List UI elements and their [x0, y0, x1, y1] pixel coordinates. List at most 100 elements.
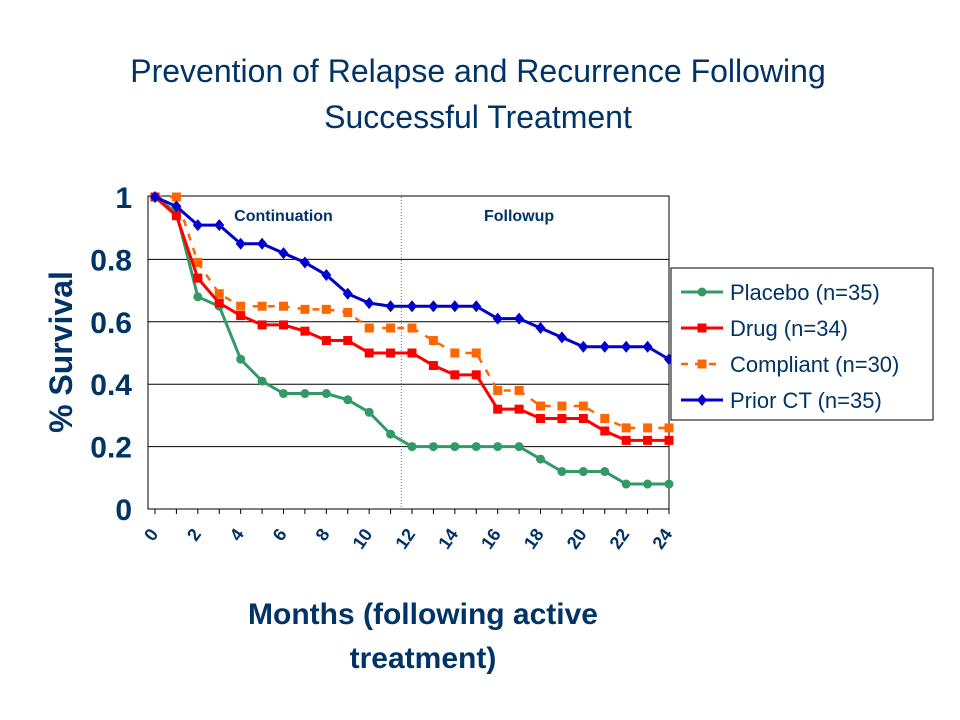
data-point — [449, 300, 460, 313]
x-tick-label: 8 — [311, 525, 333, 545]
x-tick-label: 14 — [434, 525, 462, 553]
data-point — [235, 237, 246, 250]
x-tick-label: 18 — [520, 525, 548, 553]
data-point — [321, 389, 331, 399]
data-point — [536, 414, 545, 424]
data-point — [171, 200, 182, 213]
data-point — [364, 407, 374, 417]
legend-label: Placebo (n=35) — [730, 280, 880, 305]
data-point — [300, 326, 310, 336]
series-2 — [150, 192, 674, 433]
x-tick-label: 12 — [391, 525, 419, 553]
data-point — [697, 394, 707, 406]
series-3 — [150, 191, 674, 366]
data-point — [599, 340, 610, 353]
legend-label: Prior CT (n=35) — [730, 388, 882, 413]
data-point — [697, 287, 707, 297]
legend-label: Compliant (n=30) — [730, 352, 899, 377]
data-point — [171, 211, 181, 221]
data-point — [236, 354, 246, 364]
y-tick-label: 0 — [115, 494, 132, 527]
data-point — [279, 389, 288, 399]
x-axis-title-line1: Months (following active — [248, 598, 598, 631]
data-point — [193, 292, 203, 302]
data-point — [450, 348, 460, 358]
data-point — [697, 323, 707, 333]
data-point — [278, 247, 289, 260]
data-point — [193, 258, 203, 268]
data-point — [514, 312, 525, 325]
x-tick-labels: 0 2 4 6 8 10 12 14 16 18 20 22 24 — [140, 509, 676, 553]
data-point — [343, 307, 353, 317]
data-point — [364, 323, 374, 333]
data-point — [514, 404, 524, 414]
data-point — [600, 467, 610, 477]
data-point — [171, 192, 181, 202]
data-point — [407, 300, 417, 313]
data-point — [578, 401, 588, 411]
data-point — [257, 376, 267, 386]
y-tick-label: 0.2 — [90, 432, 132, 465]
data-point — [321, 269, 332, 281]
legend-label: Drug (n=34) — [730, 316, 848, 341]
data-point — [664, 435, 674, 445]
data-point — [514, 385, 524, 395]
data-point — [428, 300, 439, 313]
y-tick-label: 0.6 — [90, 307, 132, 340]
data-point — [621, 435, 631, 445]
phase-label-continuation: Continuation — [234, 208, 333, 225]
data-point — [471, 300, 482, 313]
data-point — [514, 442, 524, 452]
data-point — [386, 348, 396, 358]
y-tick-label: 0.8 — [90, 244, 132, 277]
data-point — [300, 389, 310, 399]
data-point — [557, 467, 567, 477]
data-point — [664, 479, 674, 489]
data-point — [643, 435, 653, 445]
data-point — [471, 442, 481, 452]
data-point — [214, 289, 224, 299]
chart-title-line2: Successful Treatment — [324, 99, 632, 135]
data-point — [236, 311, 246, 321]
x-tick-label: 24 — [648, 525, 676, 553]
data-point — [493, 442, 503, 452]
phase-label-followup: Followup — [484, 208, 554, 225]
data-point — [557, 414, 567, 424]
data-point — [386, 323, 396, 333]
x-axis-title-line2: treatment) — [350, 642, 497, 675]
data-point — [407, 348, 417, 358]
x-tick-label: 16 — [477, 525, 505, 553]
data-point — [557, 401, 567, 411]
data-point — [697, 359, 707, 369]
chart-title-line1: Prevention of Relapse and Recurrence Fol… — [130, 53, 826, 89]
data-point — [450, 442, 460, 452]
x-tick-label: 6 — [269, 525, 291, 545]
data-point — [643, 423, 653, 433]
data-point — [643, 479, 653, 489]
data-point — [214, 219, 225, 232]
data-point — [193, 273, 203, 283]
data-point — [257, 301, 267, 311]
y-tick-label: 0.4 — [90, 369, 132, 402]
data-point — [364, 297, 375, 310]
legend: Placebo (n=35) Drug (n=34) Compliant (n=30… — [670, 267, 934, 421]
data-point — [428, 360, 438, 370]
data-point — [536, 401, 545, 411]
data-point — [578, 467, 588, 477]
data-point — [364, 348, 374, 358]
series-layer — [150, 191, 674, 489]
y-tick-label: 1 — [115, 182, 132, 215]
data-point — [600, 414, 610, 424]
data-point — [471, 370, 481, 380]
data-point — [279, 301, 288, 311]
data-point — [621, 340, 632, 353]
y-axis-title: % Survival — [43, 271, 79, 433]
data-point — [493, 385, 503, 395]
data-point — [150, 191, 160, 203]
x-tick-label: 22 — [606, 525, 634, 553]
data-point — [493, 404, 503, 414]
x-tick-label: 4 — [226, 525, 248, 545]
data-point — [236, 301, 246, 311]
data-point — [471, 348, 481, 358]
data-point — [536, 454, 545, 464]
